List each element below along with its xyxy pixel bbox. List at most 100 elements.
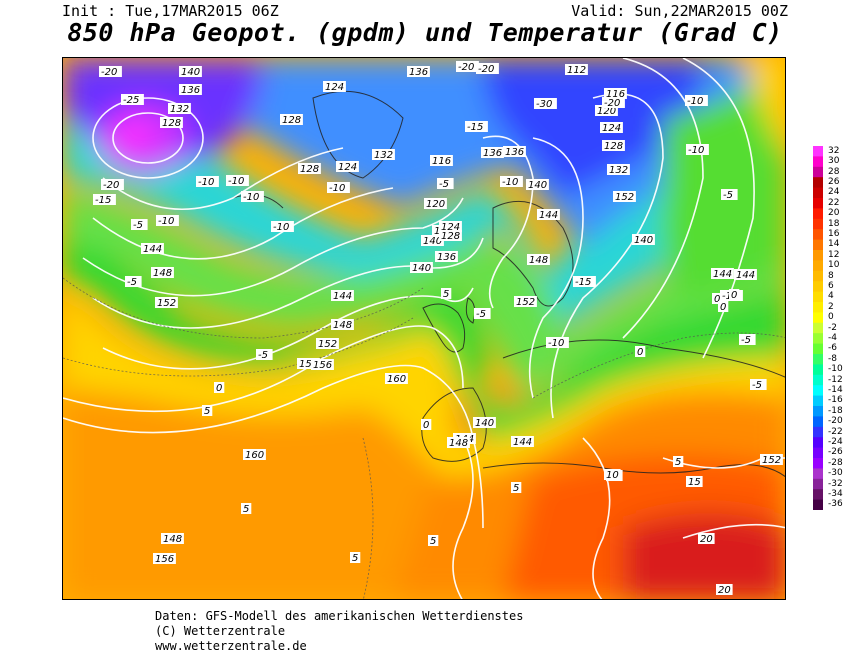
label-background	[546, 337, 569, 348]
geopotential-label: 124	[338, 162, 357, 173]
temperature-label: -10	[688, 145, 704, 156]
geopotential-label: 140	[181, 67, 200, 78]
geopotential-label: 152	[516, 297, 535, 308]
colorbar-swatch	[813, 208, 823, 220]
label-background	[202, 405, 213, 416]
geopotential-label: 140	[528, 180, 547, 191]
label-background	[101, 179, 124, 190]
geopotential-label: 148	[333, 320, 352, 331]
label-background	[632, 234, 655, 245]
geopotential-label: 136	[437, 252, 456, 263]
geopotential-label: 120	[597, 106, 616, 117]
colorbar-swatch	[813, 156, 823, 168]
label-background	[256, 349, 273, 360]
geopotential-label: 136	[181, 85, 200, 96]
geopotential-label: 152	[157, 298, 176, 309]
colorbar-swatch	[813, 489, 823, 501]
colorbar-label: -28	[828, 457, 843, 468]
geopotential-label: 156	[313, 360, 332, 371]
label-background	[607, 164, 630, 175]
temperature-label: -5	[476, 309, 486, 320]
label-background	[595, 105, 618, 116]
label-background	[456, 61, 479, 72]
colorbar-swatch	[813, 416, 823, 428]
label-background	[153, 553, 176, 564]
temperature-label: 0	[637, 347, 643, 358]
colorbar-swatch	[813, 270, 823, 282]
colorbar-label: 32	[828, 145, 840, 156]
label-background	[160, 117, 183, 128]
label-background	[716, 584, 733, 595]
geopotential-label: 144	[539, 210, 558, 221]
label-background	[673, 456, 684, 467]
colorbar-label: 8	[828, 270, 834, 281]
geopotential-label: 144	[513, 437, 532, 448]
colorbar-label: -10	[828, 364, 843, 375]
label-background	[428, 535, 439, 546]
init-time: Init : Tue,17MAR2015 06Z	[62, 2, 279, 20]
label-background	[179, 84, 202, 95]
colorbar-swatch	[813, 187, 823, 199]
label-background	[410, 262, 433, 273]
label-background	[514, 296, 537, 307]
colorbar-label: -2	[828, 322, 837, 333]
label-background	[476, 63, 499, 74]
geopotential-label: 128	[604, 141, 623, 152]
colorbar-swatch	[813, 426, 823, 438]
colorbar-swatch	[813, 374, 823, 386]
temperature-label: 5	[443, 289, 449, 300]
label-background	[573, 276, 596, 287]
geopotential-label: 116	[432, 156, 451, 167]
label-background	[311, 359, 334, 370]
colorbar-swatch	[813, 468, 823, 480]
colorbar-label: -12	[828, 374, 843, 385]
temperature-label: 20	[718, 585, 731, 596]
colorbar-swatch	[813, 354, 823, 365]
geopotential-label: 152	[318, 339, 337, 350]
geopotential-label: 112	[567, 65, 586, 76]
colorbar-label: 30	[828, 156, 840, 167]
label-background	[271, 221, 294, 232]
temperature-isolines	[63, 277, 785, 599]
label-background	[372, 149, 395, 160]
label-background	[336, 161, 359, 172]
temperature-label: 0	[216, 383, 222, 394]
label-background	[121, 94, 144, 105]
label-background	[474, 308, 491, 319]
valid-time: Valid: Sun,22MAR2015 00Z	[571, 2, 788, 20]
geopotential-label: 160	[245, 450, 264, 461]
colorbar-swatch	[813, 364, 823, 376]
colorbar-swatch	[813, 146, 823, 157]
label-background	[156, 215, 179, 226]
colorbar-label: -30	[828, 468, 843, 479]
label-background	[168, 103, 191, 114]
geopotential-label: 140	[412, 263, 431, 274]
footer-url[interactable]: www.wetterzentrale.de	[155, 639, 307, 653]
label-background	[500, 176, 523, 187]
label-background	[511, 436, 534, 447]
geopotential-label: 140	[475, 418, 494, 429]
temperature-label: -20	[101, 67, 117, 78]
map-title: 850 hPa Geopot. (gpdm) und Temperatur (G…	[67, 18, 783, 47]
label-background	[331, 290, 354, 301]
colorbar-swatch	[813, 437, 823, 449]
label-background	[298, 163, 321, 174]
label-background	[503, 146, 526, 157]
label-background	[316, 338, 339, 349]
label-background	[635, 346, 646, 357]
temperature-label: -5	[723, 190, 733, 201]
temperature-label: -10	[329, 183, 345, 194]
temperature-label: -15	[575, 277, 591, 288]
colorbar-label: -36	[828, 499, 843, 510]
geopotential-label: 124	[325, 82, 344, 93]
temperature-label: 5	[352, 553, 358, 564]
temperature-label: -20	[478, 64, 494, 75]
label-background	[331, 319, 354, 330]
temperature-label: -10	[273, 222, 289, 233]
geopotential-label: 120	[426, 199, 445, 210]
temperature-label: -30	[536, 99, 552, 110]
geopotential-label: 132	[609, 165, 628, 176]
label-background	[161, 533, 184, 544]
label-background	[151, 267, 174, 278]
